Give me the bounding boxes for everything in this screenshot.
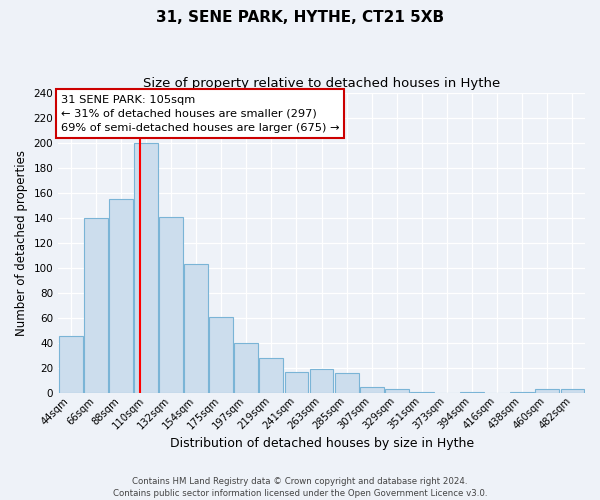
X-axis label: Distribution of detached houses by size in Hythe: Distribution of detached houses by size … xyxy=(170,437,473,450)
Bar xyxy=(259,358,283,393)
Bar xyxy=(360,387,383,393)
Bar xyxy=(109,200,133,393)
Bar xyxy=(511,392,534,393)
Bar xyxy=(560,390,584,393)
Bar xyxy=(410,392,434,393)
Text: 31, SENE PARK, HYTHE, CT21 5XB: 31, SENE PARK, HYTHE, CT21 5XB xyxy=(156,10,444,25)
Bar xyxy=(460,392,484,393)
Bar xyxy=(134,143,158,393)
Bar xyxy=(159,217,183,393)
Bar xyxy=(335,373,359,393)
Text: 31 SENE PARK: 105sqm
← 31% of detached houses are smaller (297)
69% of semi-deta: 31 SENE PARK: 105sqm ← 31% of detached h… xyxy=(61,94,340,132)
Bar xyxy=(59,336,83,393)
Bar xyxy=(310,370,334,393)
Title: Size of property relative to detached houses in Hythe: Size of property relative to detached ho… xyxy=(143,78,500,90)
Y-axis label: Number of detached properties: Number of detached properties xyxy=(15,150,28,336)
Bar xyxy=(235,343,258,393)
Bar xyxy=(535,390,559,393)
Bar xyxy=(184,264,208,393)
Bar xyxy=(209,317,233,393)
Bar xyxy=(385,390,409,393)
Text: Contains HM Land Registry data © Crown copyright and database right 2024.
Contai: Contains HM Land Registry data © Crown c… xyxy=(113,476,487,498)
Bar xyxy=(284,372,308,393)
Bar xyxy=(84,218,108,393)
